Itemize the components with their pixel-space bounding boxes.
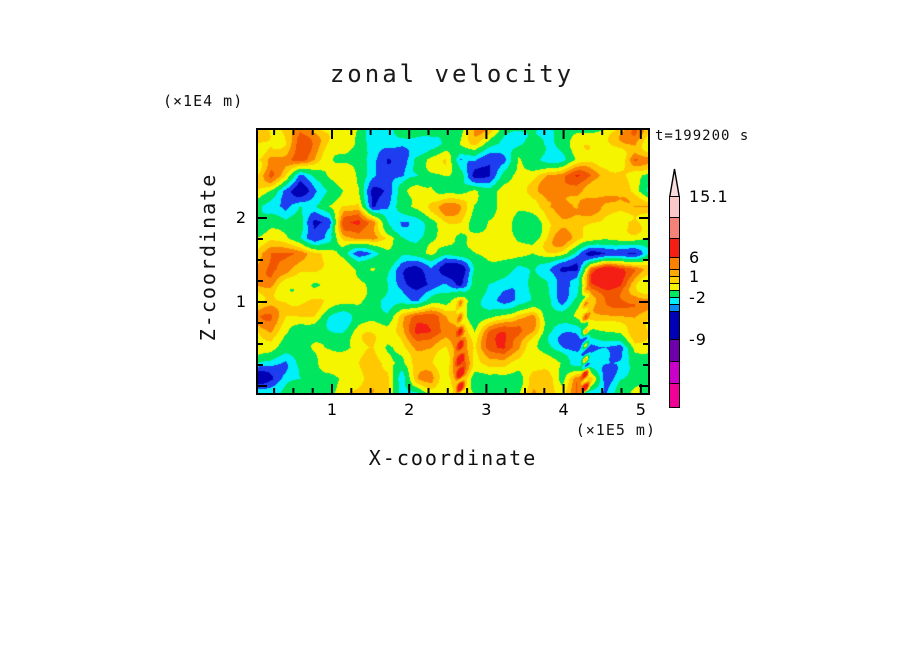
colorbar-arrow-icon — [669, 168, 680, 198]
y-tick-label-1: 1 — [235, 292, 246, 311]
colorbar-segment — [669, 196, 680, 218]
plot-border — [256, 128, 650, 395]
colorbar-label-1: 1 — [689, 267, 701, 286]
colorbar-segment — [669, 383, 680, 408]
x-axis-unit: (×1E5 m) — [575, 421, 656, 439]
x-tick-label-2: 2 — [404, 400, 415, 419]
y-tick-label-2: 2 — [235, 208, 246, 227]
colorbar-segment — [669, 339, 680, 362]
colorbar-segments — [669, 196, 680, 408]
x-tick-label-5: 5 — [635, 400, 646, 419]
colorbar-segment — [669, 311, 680, 340]
colorbar-segment — [669, 361, 680, 384]
page-title: zonal velocity — [329, 60, 575, 88]
x-tick-label-4: 4 — [558, 400, 569, 419]
colorbar-label-15.1: 15.1 — [689, 187, 729, 206]
y-axis-unit: (×1E4 m) — [163, 92, 244, 110]
timestamp-label: t=199200 s — [655, 128, 750, 144]
y-axis-title-text: Z-coordinate — [196, 172, 220, 342]
colorbar-segment — [669, 217, 680, 239]
colorbar-label-6: 6 — [689, 248, 701, 267]
x-axis-title: X-coordinate — [368, 446, 538, 470]
contour-plot-area — [256, 128, 650, 395]
x-tick-label-1: 1 — [326, 400, 338, 419]
x-tick-label-3: 3 — [481, 400, 492, 419]
colorbar-label--2: -2 — [689, 288, 707, 307]
contour-field-canvas — [256, 128, 650, 395]
colorbar-label--9: -9 — [689, 330, 707, 349]
colorbar-segment — [669, 238, 680, 258]
plot-frame-and-ticks — [256, 128, 650, 395]
